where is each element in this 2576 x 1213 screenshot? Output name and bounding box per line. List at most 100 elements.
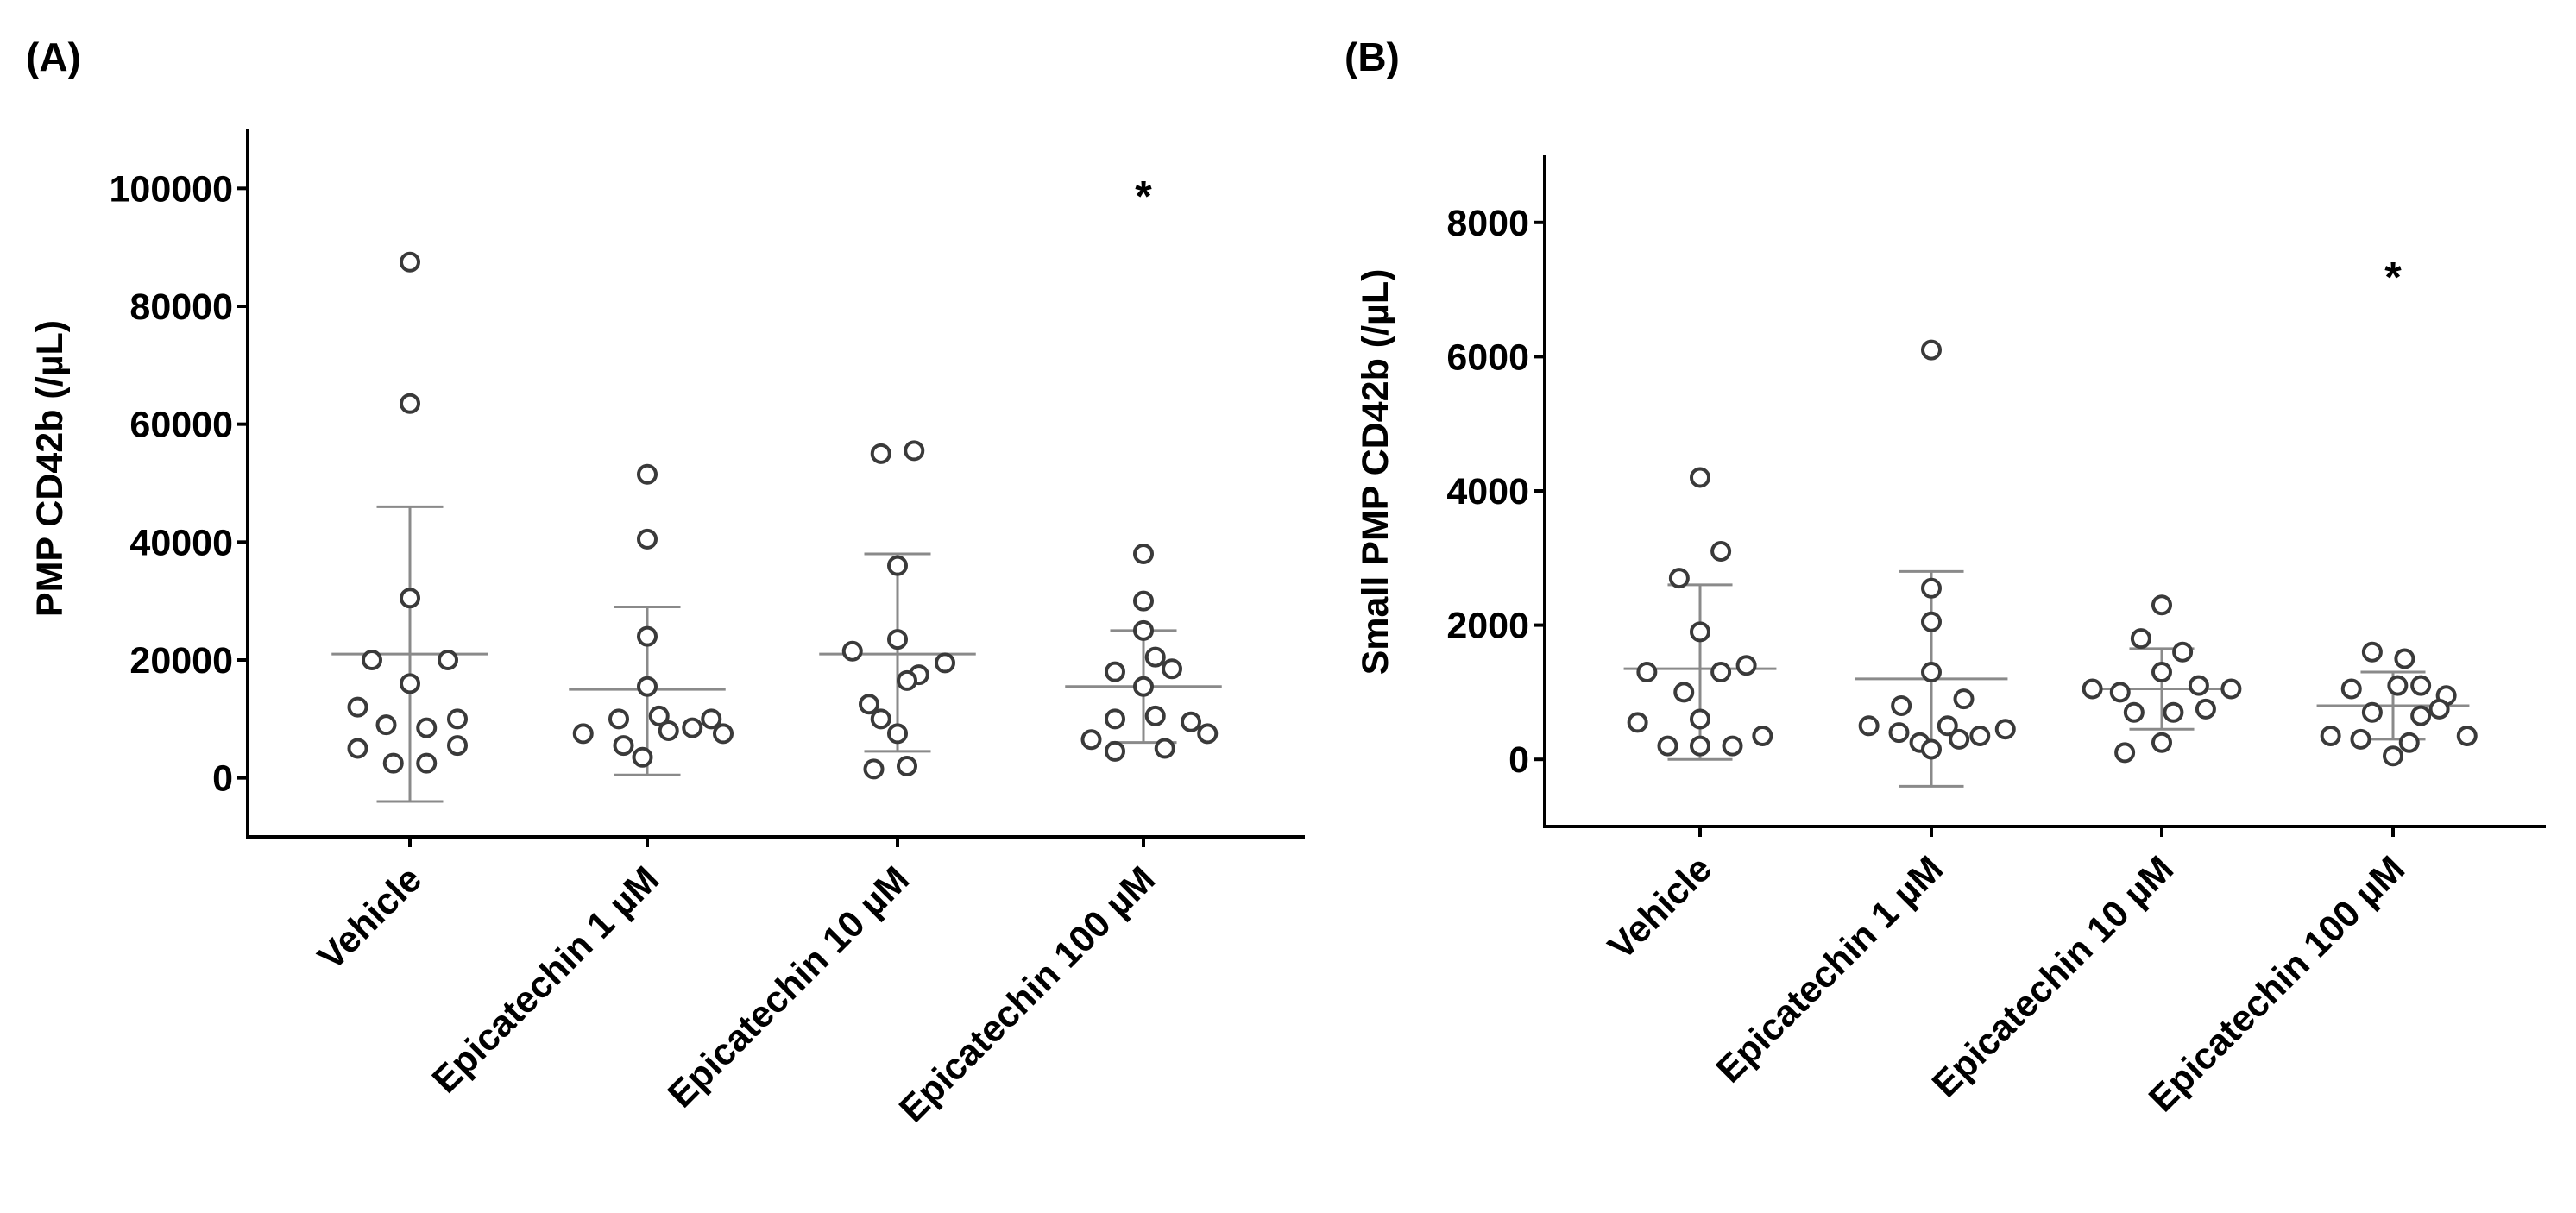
data-point xyxy=(637,676,658,697)
data-point xyxy=(416,752,438,774)
data-point xyxy=(1690,621,1710,643)
y-tick-label: 0 xyxy=(212,758,233,800)
data-point xyxy=(1133,590,1154,612)
data-point xyxy=(2320,725,2341,746)
data-point xyxy=(438,650,458,670)
significance-star: * xyxy=(2384,253,2402,301)
data-point xyxy=(2082,678,2103,700)
data-point xyxy=(613,735,634,757)
data-point xyxy=(682,717,703,738)
data-point xyxy=(2394,648,2415,669)
data-point xyxy=(935,652,955,674)
data-point xyxy=(2151,732,2172,753)
data-point xyxy=(1154,738,1175,759)
data-point xyxy=(1668,568,1690,589)
data-point xyxy=(1953,688,1975,710)
data-point xyxy=(347,696,368,718)
y-tick-label: 8000 xyxy=(1446,203,1529,244)
data-point xyxy=(897,669,917,691)
y-tick-label: 4000 xyxy=(1446,471,1529,512)
data-point xyxy=(2361,701,2383,723)
data-point xyxy=(2340,678,2362,700)
data-point xyxy=(1891,694,1912,716)
data-point xyxy=(648,705,670,726)
data-point xyxy=(1921,662,1942,683)
x-tick-label: Epicatechin 10 µM xyxy=(660,858,917,1116)
data-point xyxy=(1105,708,1125,730)
data-point xyxy=(447,708,468,730)
data-point xyxy=(904,440,925,462)
x-tick-label: Epicatechin 1 µM xyxy=(1709,848,1951,1090)
data-point xyxy=(637,625,658,647)
data-point xyxy=(1949,728,1970,750)
data-point xyxy=(841,640,863,662)
data-point xyxy=(887,723,908,745)
data-point xyxy=(2428,698,2450,720)
data-point xyxy=(2172,641,2194,663)
data-point xyxy=(572,723,594,745)
data-point xyxy=(2410,675,2432,696)
data-point xyxy=(658,720,679,741)
data-point xyxy=(2163,701,2184,723)
data-point xyxy=(1921,339,1942,361)
data-point xyxy=(2123,701,2145,723)
data-point xyxy=(400,673,420,694)
data-point xyxy=(632,746,653,768)
data-point xyxy=(400,251,420,273)
data-point xyxy=(1627,712,1648,733)
panel-label: (B) xyxy=(1345,35,1400,79)
data-point xyxy=(1735,655,1757,676)
data-point xyxy=(1133,619,1154,641)
data-point xyxy=(400,588,420,609)
data-point xyxy=(2188,675,2209,696)
y-tick-label: 6000 xyxy=(1446,336,1529,378)
data-point xyxy=(1921,577,1942,599)
y-axis-label: Small PMP CD42b (/µL) xyxy=(1355,269,1396,676)
data-point xyxy=(400,393,420,414)
data-point xyxy=(2195,698,2216,720)
x-tick-label: Epicatechin 100 µM xyxy=(2141,848,2413,1120)
y-tick-label: 100000 xyxy=(110,168,234,210)
data-point xyxy=(1937,715,1958,737)
x-tick-label: Epicatechin 100 µM xyxy=(891,858,1163,1130)
data-point xyxy=(870,443,891,464)
data-point xyxy=(1752,725,1773,746)
data-point xyxy=(1105,740,1125,762)
data-point xyxy=(1080,729,1102,751)
data-point xyxy=(1888,722,1910,744)
data-point xyxy=(2350,728,2371,750)
data-point xyxy=(2456,725,2478,746)
data-point xyxy=(2361,641,2383,663)
data-point xyxy=(887,629,908,650)
y-tick-label: 2000 xyxy=(1446,606,1529,647)
data-point xyxy=(870,708,891,730)
data-point xyxy=(887,555,908,576)
data-point xyxy=(637,463,658,485)
data-point xyxy=(1657,735,1678,757)
x-tick-label: Vehicle xyxy=(1600,848,1720,968)
y-tick-label: 0 xyxy=(1508,739,1529,781)
data-point xyxy=(897,756,917,776)
data-point xyxy=(1105,661,1125,682)
data-point xyxy=(863,758,885,780)
x-tick-label: Vehicle xyxy=(310,858,430,978)
panel-b: (B) Small PMP CD42b (/µL) 0 2000 4000 6000 800… xyxy=(1345,35,2546,1120)
panel-label: (A) xyxy=(26,35,81,79)
data-point xyxy=(1197,723,1219,745)
data-point xyxy=(1133,544,1154,564)
data-point xyxy=(1690,708,1710,730)
data-point xyxy=(2398,732,2420,753)
data-point xyxy=(375,714,397,736)
data-point xyxy=(1636,662,1658,683)
y-tick-label: 60000 xyxy=(129,405,233,446)
data-point xyxy=(1858,715,1880,737)
data-point xyxy=(1921,738,1942,760)
data-point xyxy=(1690,735,1710,757)
data-point xyxy=(1181,711,1201,732)
y-axis-label: PMP CD42b (/µL) xyxy=(29,320,71,617)
data-point xyxy=(382,752,404,774)
y-tick-label: 80000 xyxy=(129,286,233,328)
data-point xyxy=(1673,682,1695,703)
data-point xyxy=(1133,676,1154,697)
